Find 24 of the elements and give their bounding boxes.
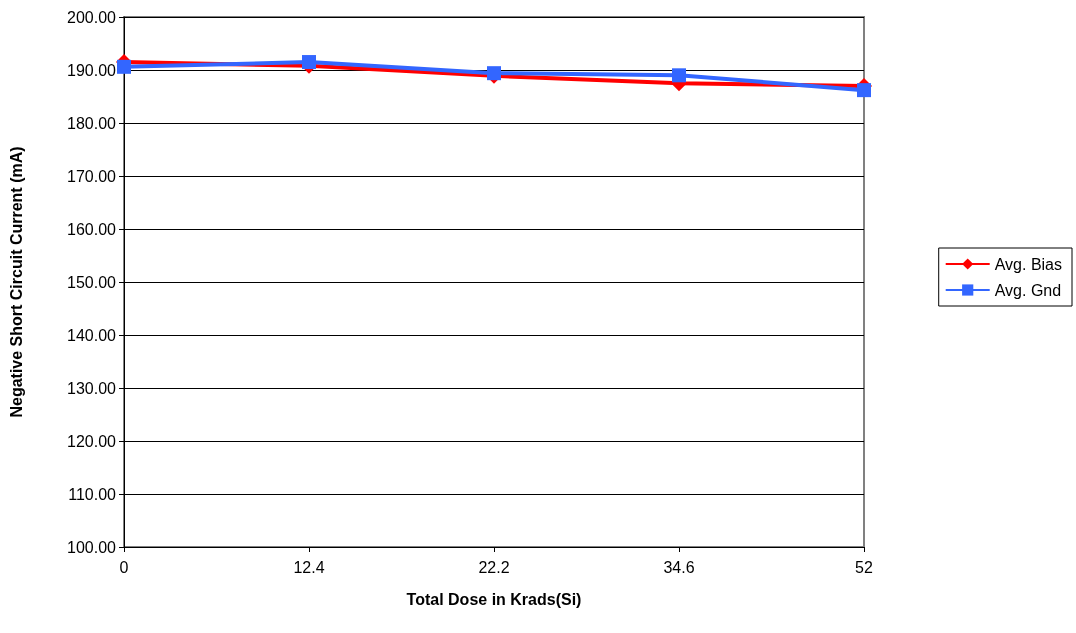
y-tick-label: 160.00 xyxy=(67,220,117,238)
y-tick-label: 100.00 xyxy=(67,538,117,556)
y-tick-label: 130.00 xyxy=(67,379,117,397)
legend-label: Avg. Gnd xyxy=(994,281,1062,299)
point xyxy=(117,59,131,74)
point xyxy=(857,83,871,98)
x-tick-label: 12.4 xyxy=(293,558,325,576)
point xyxy=(302,55,316,70)
y-tick-label: 110.00 xyxy=(68,485,117,503)
y-tick-label: 190.00 xyxy=(67,61,117,79)
point xyxy=(672,68,686,83)
y-tick-label: 120.00 xyxy=(67,432,117,450)
y-tick-label: 150.00 xyxy=(67,273,117,291)
x-tick-label: 52 xyxy=(855,558,873,576)
y-tick-label: 140.00 xyxy=(67,326,117,344)
y-tick-label: 200.00 xyxy=(67,8,117,26)
y-tick-label: 180.00 xyxy=(67,114,117,132)
legend-label: Avg. Bias xyxy=(994,255,1062,273)
y-tick-label: 170.00 xyxy=(67,167,117,185)
x-tick-label: 22.2 xyxy=(478,558,510,576)
y-axis-title: Negative Short Circuit Current (mA) xyxy=(7,146,25,418)
x-tick-label: 0 xyxy=(119,558,129,576)
x-tick-label: 34.6 xyxy=(663,558,695,576)
x-axis-title: Total Dose in Krads(Si) xyxy=(406,590,582,608)
